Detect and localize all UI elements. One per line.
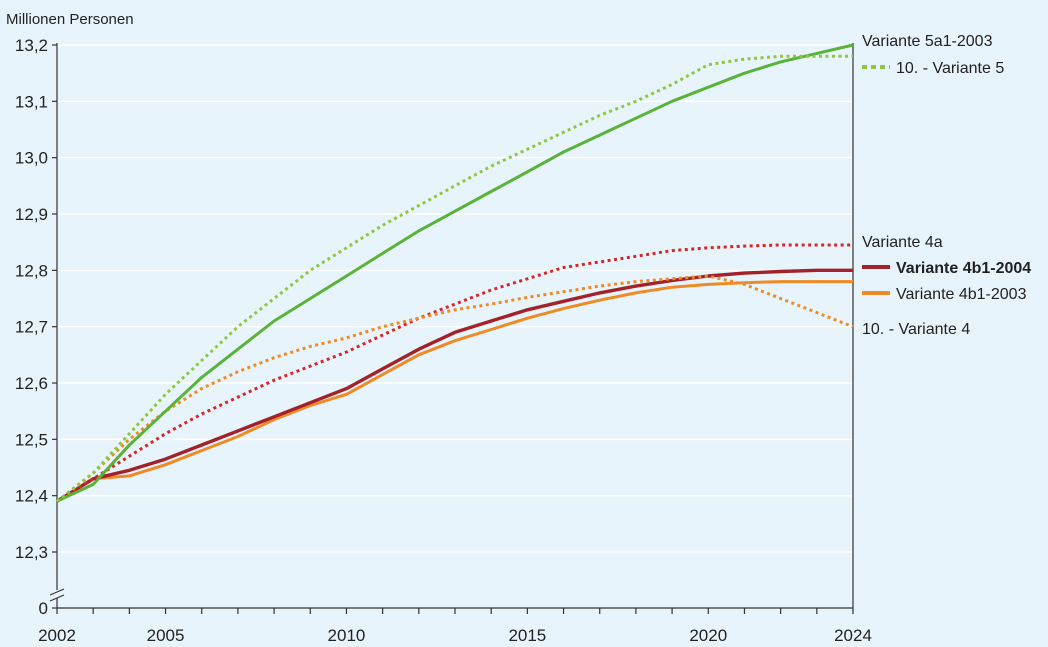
y-tick-label-2: 12,4 — [15, 487, 48, 506]
y-tick-label-7: 12,9 — [15, 205, 48, 224]
legend-label-5: 10. - Variante 4 — [862, 321, 970, 338]
legend-label-0: Variante 5a1-2003 — [862, 33, 993, 50]
series-lines — [56, 43, 854, 503]
x-tick-label-2020: 2020 — [689, 626, 727, 645]
y-tick-label-5: 12,7 — [15, 318, 48, 337]
y-tick-label-1: 12,3 — [15, 543, 48, 562]
series-line-5 — [56, 274, 854, 503]
y-axis-break-mark — [49, 588, 65, 602]
y-tick-label-9: 13,1 — [15, 92, 48, 111]
series-line-4 — [56, 280, 853, 503]
legend-label-1: 10. - Variante 5 — [896, 60, 1004, 77]
axis-ticks: 0 12,3 12,4 12,5 12,6 12,7 12,8 12,9 13,0 13,1 13,… — [15, 36, 872, 645]
y-tick-label-0: 0 — [39, 599, 48, 618]
y-tick-label-8: 13,0 — [15, 149, 48, 168]
y-tick-label-6: 12,8 — [15, 261, 48, 280]
grid-lines — [57, 44, 853, 553]
legend-label-3: Variante 4b1-2004 — [896, 260, 1031, 277]
series-line-0 — [56, 43, 854, 503]
series-line-1 — [56, 54, 853, 503]
axes — [49, 43, 854, 609]
legend-label-4: Variante 4b1-2003 — [896, 286, 1027, 303]
x-tick-label-2024: 2024 — [834, 626, 872, 645]
legend: Variante 5a1-2003 10. - Variante 5 Variant… — [862, 33, 1031, 338]
x-tick-label-2015: 2015 — [508, 626, 546, 645]
x-tick-label-2010: 2010 — [328, 626, 366, 645]
series-line-3 — [56, 268, 853, 503]
y-tick-label-4: 12,6 — [15, 374, 48, 393]
y-axis-unit-label: Millionen Personen — [6, 11, 134, 28]
y-tick-label-10: 13,2 — [15, 36, 48, 55]
x-tick-label-2002: 2002 — [38, 626, 76, 645]
y-tick-label-3: 12,5 — [15, 430, 48, 449]
legend-label-2: Variante 4a — [862, 234, 943, 251]
x-tick-label-2005: 2005 — [147, 626, 185, 645]
